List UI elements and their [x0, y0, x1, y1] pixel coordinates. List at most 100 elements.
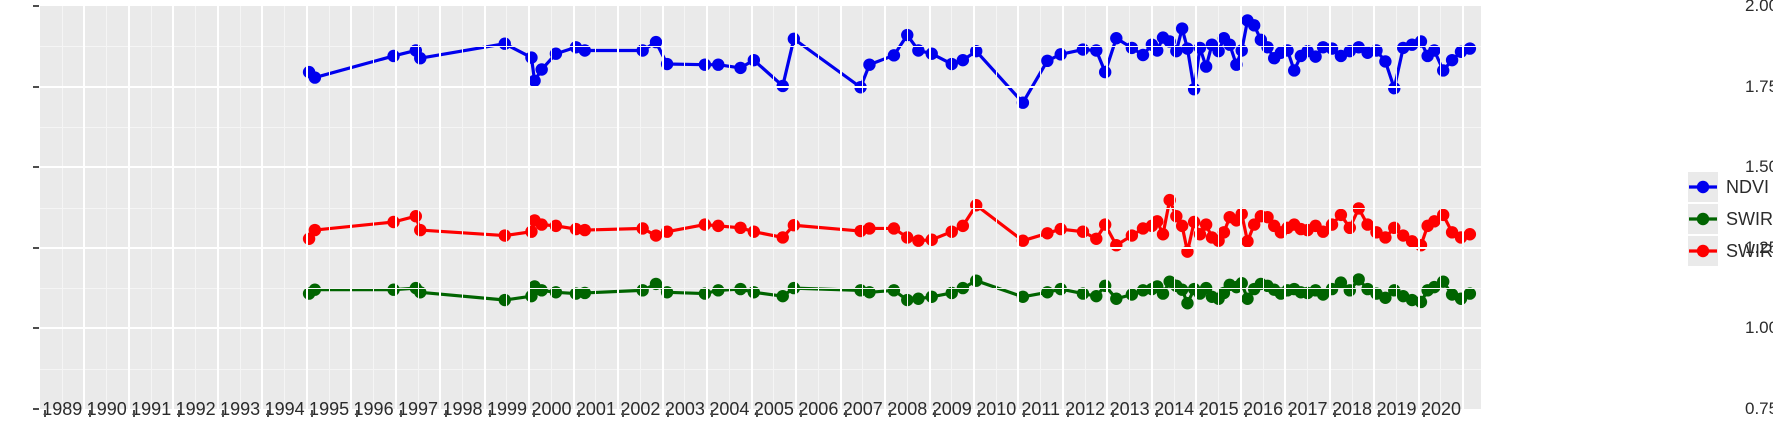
data-point [1241, 235, 1254, 248]
data-point [1054, 222, 1067, 236]
data-point [956, 219, 970, 233]
data-point [1156, 287, 1170, 300]
data-point [1241, 292, 1254, 305]
data-point [1041, 54, 1054, 68]
x-axis-tick-label: 1990 [86, 399, 127, 419]
gridline-major-vertical [216, 6, 219, 409]
data-point [1170, 210, 1183, 223]
data-point [1175, 219, 1189, 233]
data-point [1437, 275, 1450, 288]
x-axis-tick-mark [1156, 410, 1159, 417]
gridline-major-vertical [1195, 6, 1198, 409]
gridline-major-vertical [1150, 6, 1153, 409]
x-axis-tick-label: 2016 [1243, 399, 1284, 419]
x-axis-tick-mark [800, 410, 803, 417]
x-axis-tick-label: 1999 [486, 399, 528, 419]
data-point [1428, 215, 1441, 228]
data-point [912, 234, 925, 247]
x-axis-tick-label: 2004 [709, 399, 750, 419]
gridline-major-vertical [839, 6, 842, 409]
data-point [863, 286, 876, 299]
data-point [1175, 22, 1189, 35]
x-axis-tick-mark [177, 410, 180, 417]
gridline-minor-vertical [150, 6, 152, 409]
data-point [1247, 218, 1261, 231]
data-point [1098, 65, 1112, 79]
y-axis-tick-mark [33, 408, 39, 410]
data-point [1090, 44, 1103, 57]
legend-item-ndvi[interactable]: NDVI [1688, 172, 1773, 202]
gridline-minor-vertical [239, 6, 241, 409]
gridline-minor-vertical [728, 6, 730, 409]
data-point [1334, 276, 1348, 289]
x-axis-tick-mark [266, 410, 269, 417]
data-point [528, 74, 541, 88]
x-axis-tick-label: 2007 [842, 399, 883, 419]
gridline-major-vertical [706, 6, 709, 409]
gridline-major-vertical [795, 6, 798, 409]
data-point [387, 49, 400, 63]
legend-key-swir1-icon [1688, 236, 1718, 266]
x-axis-tick-label: 2010 [976, 399, 1017, 419]
data-point [1136, 48, 1150, 62]
gridline-minor-horizontal [40, 368, 1481, 370]
gridline-major-vertical [928, 6, 931, 409]
gridline-minor-vertical [284, 6, 286, 409]
data-point [387, 283, 400, 296]
data-point [1288, 64, 1301, 77]
data-point [1110, 239, 1123, 252]
gridline-minor-vertical [373, 6, 375, 409]
data-point [698, 287, 712, 300]
x-axis-tick-mark [88, 410, 91, 417]
series-swir2 [302, 273, 1477, 310]
data-point [1076, 225, 1090, 238]
gridline-major-vertical [394, 6, 397, 409]
y-axis-tick-mark [33, 246, 39, 249]
x-axis-tick-label: 2015 [1198, 399, 1239, 419]
data-point [776, 289, 789, 303]
data-point [649, 277, 663, 291]
gridline-minor-vertical [195, 6, 197, 409]
x-axis-tick-mark [400, 410, 403, 417]
gridline-major-vertical [617, 6, 620, 409]
x-axis-tick-mark [577, 410, 580, 417]
data-point [649, 229, 663, 242]
gridline-major-vertical [1373, 6, 1376, 409]
x-axis-tick-label: 1989 [42, 399, 83, 419]
gridline-major-vertical [750, 6, 753, 409]
data-point [863, 222, 876, 235]
gridline-major-vertical [83, 6, 86, 409]
gridline-minor-vertical [1351, 6, 1353, 409]
data-point [1414, 295, 1428, 309]
gridline-major-vertical [1017, 6, 1020, 409]
data-point [1054, 48, 1067, 61]
data-point [1230, 58, 1243, 71]
data-point [1247, 19, 1261, 32]
x-axis-tick-label: 2009 [931, 399, 972, 419]
data-point [1463, 42, 1477, 55]
data-point [1309, 50, 1322, 63]
data-point [498, 229, 511, 242]
data-point [649, 35, 663, 49]
gridline-major-vertical [1462, 6, 1465, 409]
gridline-major-vertical [439, 6, 442, 409]
data-point [498, 37, 511, 50]
x-axis-tick-mark [444, 410, 447, 417]
legend-item-swir2[interactable]: SWIR2 [1688, 204, 1773, 234]
data-point [925, 233, 938, 246]
data-point [1156, 228, 1170, 241]
gridline-minor-vertical [773, 6, 775, 409]
data-point [578, 44, 592, 57]
gridline-major-vertical [528, 6, 531, 409]
legend-item-swir1[interactable]: SWIR1 [1688, 236, 1773, 266]
data-point [1181, 42, 1194, 55]
x-axis-tick-mark [711, 410, 714, 417]
data-point [1098, 218, 1112, 231]
x-axis-tick-mark [844, 410, 847, 417]
gridline-major-vertical [1284, 6, 1287, 409]
data-point [1352, 273, 1365, 286]
x-axis-tick-mark [1111, 410, 1114, 417]
data-point [1199, 218, 1213, 231]
gridline-minor-horizontal [40, 288, 1481, 290]
data-point [1463, 287, 1477, 300]
